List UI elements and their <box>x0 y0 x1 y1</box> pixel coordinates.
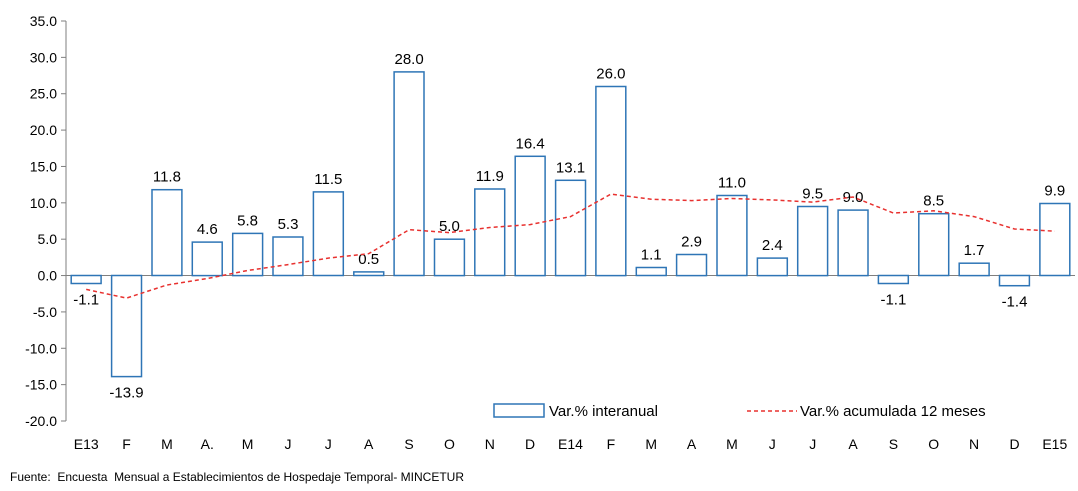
bar <box>958 262 990 277</box>
bar <box>1039 202 1071 277</box>
legend-line-label: Var.% acumulada 12 meses <box>800 403 986 420</box>
bar-data-label: -1.1 <box>73 292 99 309</box>
y-tick-label: 15.0 <box>30 158 57 174</box>
bar-data-label: 11.5 <box>314 171 342 188</box>
bar-data-label: 11.0 <box>718 175 746 192</box>
x-tick-label: M <box>645 436 657 452</box>
bar <box>151 188 183 277</box>
bar <box>675 253 708 277</box>
bar <box>998 274 1031 287</box>
bar <box>877 274 910 285</box>
x-tick-label: D <box>1009 436 1019 452</box>
bar-data-label: 28.0 <box>394 51 423 68</box>
x-tick-label: N <box>485 436 495 452</box>
bar <box>393 71 425 277</box>
line-series-acumulada <box>86 193 1055 299</box>
y-tick-label: 35.0 <box>30 13 57 29</box>
x-tick-label: A <box>848 436 858 452</box>
x-tick-label: F <box>607 436 616 452</box>
bar-data-label: 1.1 <box>641 247 662 264</box>
bar <box>70 274 102 285</box>
bar-data-label: 4.6 <box>197 221 218 238</box>
x-tick-label: M <box>242 436 254 452</box>
bar-data-label: 5.8 <box>237 212 258 229</box>
x-tick-label: E15 <box>1042 436 1067 452</box>
bar-data-label: 13.1 <box>556 159 585 176</box>
bar <box>514 155 546 277</box>
x-tick-label: J <box>285 436 292 452</box>
y-tick-label: 0.0 <box>38 268 58 284</box>
bar <box>191 241 223 277</box>
bar-data-label: -1.1 <box>880 292 906 309</box>
y-tick-label: 5.0 <box>38 231 58 247</box>
bar-data-label: 2.4 <box>762 237 783 254</box>
bar-data-label: -13.9 <box>109 385 143 402</box>
source-note: Fuente: Encuesta Mensual a Establecimien… <box>10 470 464 484</box>
bar-data-label: 11.9 <box>476 168 504 185</box>
x-tick-label: F <box>122 436 131 452</box>
x-tick-label: S <box>404 436 413 452</box>
bar <box>716 194 748 277</box>
x-tick-label: J <box>325 436 332 452</box>
bar-data-label: 16.4 <box>515 135 544 152</box>
y-tick-label: 10.0 <box>30 195 57 211</box>
bar-data-label: 0.5 <box>358 251 379 268</box>
legend-bar-swatch <box>493 403 545 418</box>
x-tick-label: E13 <box>74 436 99 452</box>
bar <box>272 236 304 277</box>
bar-line-chart: -20.0 -15.0 -10.0 -5.0 0.0 5.0 10.0 15.0 20.0 25.… <box>25 13 1075 452</box>
bar-data-label: 5.3 <box>278 216 299 233</box>
bar <box>554 179 587 277</box>
x-tick-label: O <box>444 436 455 452</box>
bar-data-label: 1.7 <box>964 242 985 259</box>
bar-data-label: 26.0 <box>596 66 625 83</box>
y-tick-label: 20.0 <box>30 122 57 138</box>
y-tick-label: -15.0 <box>25 377 57 393</box>
y-tick-label: 25.0 <box>30 86 57 102</box>
bar <box>635 266 667 277</box>
bar-data-label: 11.8 <box>153 169 181 186</box>
bar-data-label: 5.0 <box>439 218 460 235</box>
bar <box>312 191 345 277</box>
bar-data-label: 9.5 <box>802 186 823 203</box>
bar <box>796 205 829 277</box>
x-tick-label: A <box>687 436 697 452</box>
y-tick-label: 30.0 <box>30 49 57 65</box>
bar <box>474 188 506 277</box>
bar-data-label: 8.5 <box>923 193 944 210</box>
y-tick-label: -10.0 <box>25 340 57 356</box>
x-tick-label: N <box>969 436 979 452</box>
bar <box>595 85 627 277</box>
x-tick-label: D <box>525 436 535 452</box>
x-tick-label: M <box>161 436 173 452</box>
y-tick-label: -5.0 <box>33 304 57 320</box>
x-tick-label: S <box>889 436 898 452</box>
x-tick-label: A. <box>201 436 214 452</box>
bar <box>918 212 950 277</box>
legend-bar-label: Var.% interanual <box>549 403 658 420</box>
bar <box>837 209 869 277</box>
bar <box>110 274 143 378</box>
bar <box>433 238 466 277</box>
x-tick-label: A <box>364 436 374 452</box>
bar-data-label: 2.9 <box>681 234 702 251</box>
bar <box>756 257 789 277</box>
bar <box>353 271 385 277</box>
x-tick-label: O <box>928 436 939 452</box>
x-tick-label: M <box>726 436 738 452</box>
x-tick-label: E14 <box>558 436 583 452</box>
bar-data-label: -1.4 <box>1002 294 1028 311</box>
x-tick-label: J <box>809 436 816 452</box>
y-tick-label: -20.0 <box>25 413 57 429</box>
x-tick-label: J <box>769 436 776 452</box>
bar-data-label: 9.9 <box>1044 183 1065 200</box>
